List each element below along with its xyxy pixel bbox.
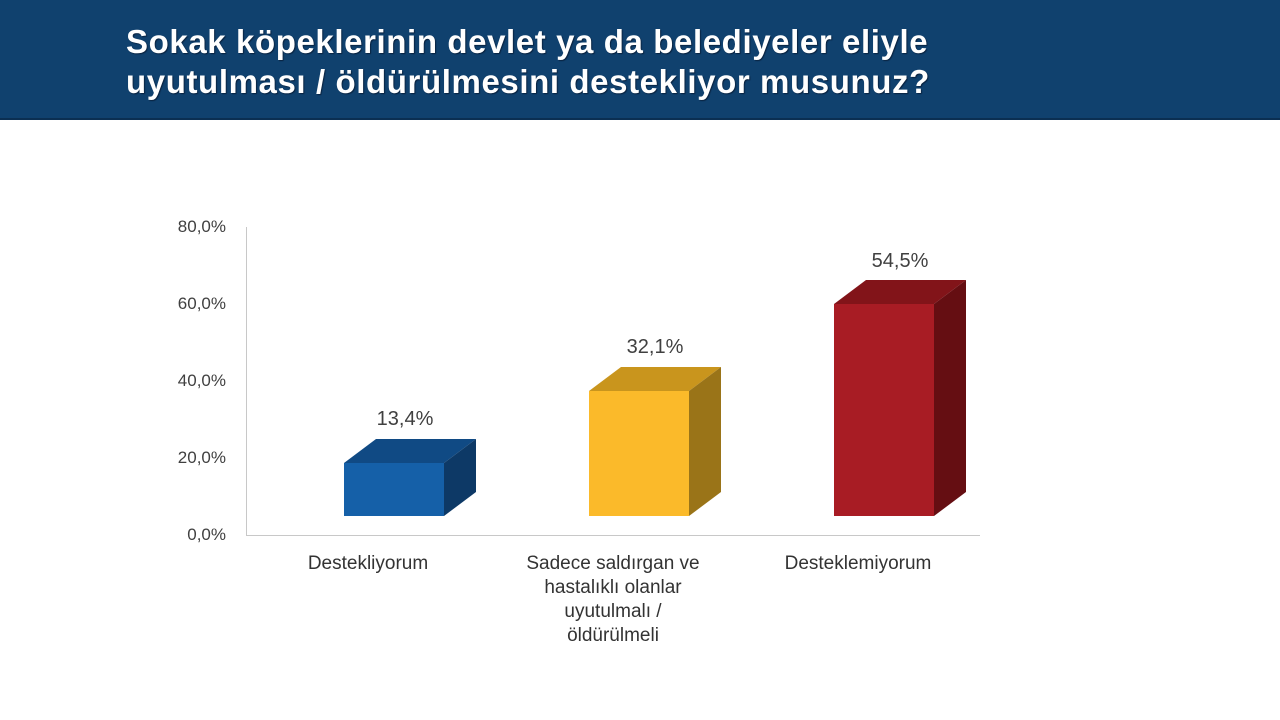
x-axis-line	[246, 535, 980, 536]
value-label-sadece-saldirgan: 32,1%	[626, 336, 684, 358]
y-tick-0: 0,0%	[187, 525, 226, 544]
category-label-destekliyorum: Destekliyorum	[307, 553, 429, 574]
bar-desteklemiyorum	[834, 280, 966, 516]
bar-sadece-saldirgan	[589, 367, 721, 516]
y-axis-line	[246, 227, 247, 535]
chart-title: Sokak köpeklerinin devlet ya da belediye…	[126, 23, 930, 100]
category-label-sadece-saldirgan: Sadece saldırgan ve hastalıklı olanlar u…	[526, 553, 700, 646]
y-tick-80: 80,0%	[177, 217, 226, 236]
y-tick-60: 60,0%	[177, 294, 226, 313]
y-tick-40: 40,0%	[177, 371, 226, 390]
value-label-destekliyorum: 13,4%	[376, 408, 434, 430]
bar-destekliyorum	[344, 439, 476, 516]
value-label-desteklemiyorum: 54,5%	[871, 250, 929, 272]
title-banner: Sokak köpeklerinin devlet ya da belediye…	[0, 0, 1280, 120]
y-tick-20: 20,0%	[177, 448, 226, 467]
category-label-desteklemiyorum: Desteklemiyorum	[784, 553, 932, 574]
